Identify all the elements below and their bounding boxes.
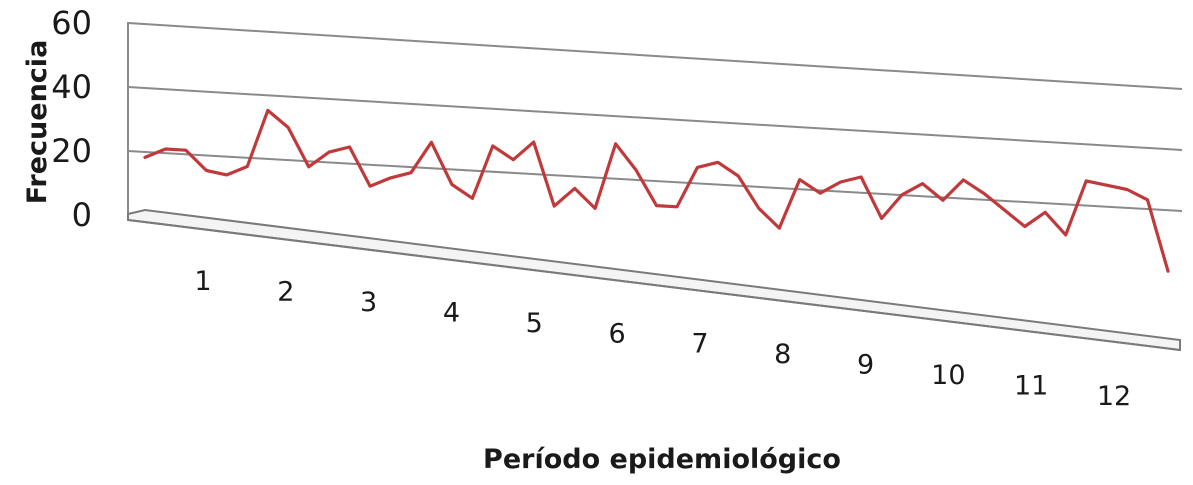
data-point <box>287 126 290 129</box>
data-point <box>143 156 147 159</box>
data-point <box>368 185 372 188</box>
data-point <box>982 192 986 195</box>
data-point <box>164 147 167 151</box>
gridline-20 <box>127 150 1183 212</box>
grid-layer <box>127 22 1183 215</box>
data-point <box>327 150 331 154</box>
y-tick-label: 40 <box>51 68 92 106</box>
data-point <box>880 217 883 220</box>
data-point <box>900 193 904 196</box>
y-axis-title: Frecuencia <box>22 40 53 205</box>
data-point <box>593 207 597 210</box>
x-tick-label: 1 <box>194 266 211 297</box>
x-tick-label: 7 <box>691 329 708 360</box>
data-point <box>962 178 965 182</box>
data-point <box>1023 225 1026 228</box>
x-tick-label: 4 <box>443 297 460 328</box>
x-tick-label: 12 <box>1097 381 1131 412</box>
x-axis-title: Período epidemiológico <box>483 444 841 475</box>
data-point <box>409 171 413 174</box>
data-point <box>941 199 945 202</box>
data-point <box>655 204 658 207</box>
gridline-60 <box>127 22 1183 90</box>
data-point <box>205 169 208 172</box>
data-point <box>1085 179 1088 183</box>
data-point <box>491 144 494 148</box>
data-point <box>471 197 474 200</box>
x-tick-label: 5 <box>526 308 543 339</box>
data-point <box>716 161 720 164</box>
floor-layer <box>127 208 1181 352</box>
data-point <box>512 158 515 161</box>
data-point <box>246 165 249 168</box>
x-tick-label: 10 <box>931 360 965 391</box>
y-tick-label: 20 <box>51 132 92 170</box>
data-point <box>757 207 760 210</box>
data-point <box>450 183 454 186</box>
data-point <box>921 182 924 185</box>
data-point <box>634 168 638 172</box>
x-tick-label: 2 <box>277 276 294 307</box>
data-point <box>389 176 392 180</box>
data-point <box>819 192 822 195</box>
data-point <box>1003 208 1006 212</box>
data-point <box>1125 188 1129 191</box>
y-tick-label: 0 <box>72 196 92 234</box>
series-layer <box>143 108 1170 273</box>
x-tick-label: 9 <box>857 350 874 381</box>
data-point <box>266 109 269 112</box>
data-point <box>1146 198 1149 201</box>
y-tick-labels: 0 20 40 60 <box>51 4 92 234</box>
data-point <box>1166 270 1170 273</box>
data-point <box>1105 184 1108 187</box>
data-point <box>553 204 556 208</box>
data-point <box>307 165 310 168</box>
data-point <box>675 205 679 208</box>
data-point <box>839 180 842 184</box>
data-point <box>184 149 188 152</box>
data-point <box>573 187 576 190</box>
x-tick-label: 3 <box>360 287 377 318</box>
data-point <box>859 175 863 179</box>
floor-front-edge <box>127 219 1181 351</box>
x-tick-labels: 1 2 3 4 5 6 7 8 9 10 11 12 <box>194 266 1131 412</box>
gridline-40 <box>127 86 1183 151</box>
data-point <box>532 140 535 144</box>
data-point <box>348 145 351 149</box>
data-point <box>430 141 433 144</box>
data-point <box>614 142 617 145</box>
data-point <box>798 178 801 181</box>
x-tick-label: 6 <box>608 318 625 349</box>
data-point <box>778 226 781 230</box>
data-point <box>737 174 740 178</box>
series-line <box>143 108 1170 273</box>
x-tick-label: 11 <box>1014 371 1048 402</box>
data-point <box>1044 211 1047 214</box>
data-point <box>1064 233 1067 237</box>
y-tick-label: 60 <box>51 4 92 42</box>
x-tick-label: 8 <box>774 339 791 370</box>
data-point <box>696 166 699 169</box>
data-point <box>225 173 228 177</box>
